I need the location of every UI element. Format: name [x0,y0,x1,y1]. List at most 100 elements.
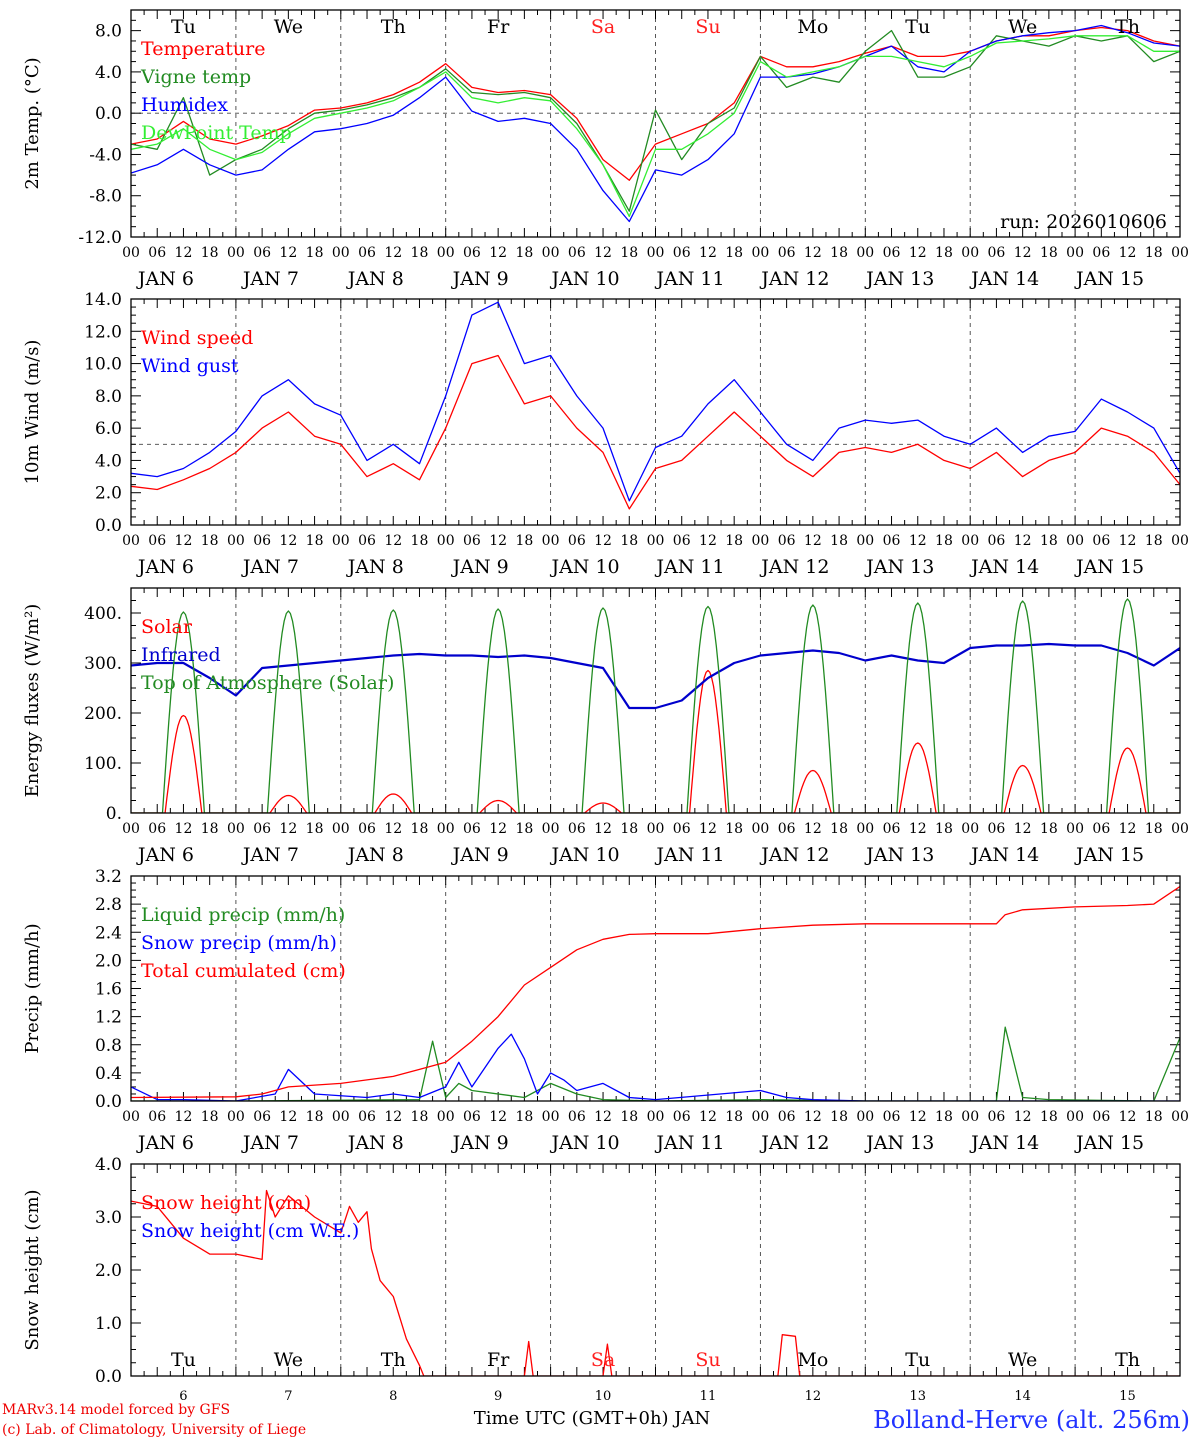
hour-tick-label: 06 [883,533,901,549]
legend-entry: Total cumulated (cm) [141,960,346,982]
hour-tick-label: 12 [1014,1109,1032,1125]
hour-tick-label: 12 [384,533,402,549]
hour-tick-label: 18 [1145,533,1163,549]
station-label: Bolland-Herve (alt. 256m) [873,1406,1190,1434]
hour-tick-label: 06 [253,1109,271,1125]
hour-tick-label: 18 [620,1109,638,1125]
y-tick-label: -4.0 [89,145,122,165]
y-tick-label: 8.0 [95,22,122,42]
panel-snow: 0.0 1.0 2.0 3.0 4.0 Snow height (cm) Snow heig… [22,1155,1181,1404]
hour-tick-label: 12 [279,245,297,261]
hour-tick-label: 00 [751,1109,769,1125]
legend-entry: Humidex [141,94,228,116]
legend-entry: Snow precip (mm/h) [141,932,337,954]
y-tick-label: 4.0 [95,63,122,83]
hour-tick-label: 12 [279,533,297,549]
y-tick-label: 3.2 [95,867,122,887]
hour-tick-label: 12 [1119,245,1137,261]
hour-tick-label: 12 [175,533,193,549]
series-line-temperature-1 [131,29,1180,212]
hour-tick-label: 12 [384,1109,402,1125]
hour-tick-label: 12 [175,1109,193,1125]
hour-tick-label: 00 [227,821,245,837]
weekday-label: Su [695,1349,720,1371]
hour-tick-label: 12 [699,533,717,549]
hour-tick-label: 06 [148,821,166,837]
y-axis-title: 2m Temp. (°C) [22,57,43,189]
hour-tick-label: 06 [988,1109,1006,1125]
hour-tick-label: 00 [961,245,979,261]
y-axis-title: 10m Wind (m/s) [22,340,43,485]
day-label: JAN 15 [1074,1132,1144,1154]
hour-tick-label: 12 [489,821,507,837]
hour-tick-label: 18 [1145,821,1163,837]
hour-tick-label: 06 [253,245,271,261]
day-label: JAN 9 [451,844,509,866]
weekday-label: Th [381,1349,406,1371]
day-label: JAN 12 [759,268,829,290]
hour-tick-label: 18 [830,245,848,261]
hour-tick-label: 18 [725,821,743,837]
hour-tick-label: 18 [830,1109,848,1125]
hour-tick-label: 00 [1171,245,1189,261]
y-axis-title: Snow height (cm) [22,1189,43,1350]
legend-entry: Snow height (cm) [141,1192,311,1214]
hour-tick-label: 18 [620,533,638,549]
model-credit: MARv3.14 model forced by GFS [2,1402,230,1418]
weekday-label: Fr [487,16,510,38]
panel-precip: 0.0 0.4 0.8 1.2 1.6 2.0 2.4 2.8 3.2 Precip (mm/h)… [22,867,1189,1154]
hour-tick-label: 00 [856,1109,874,1125]
hour-tick-label: 12 [804,245,822,261]
hour-tick-label: 18 [620,245,638,261]
hour-tick-label: 06 [673,245,691,261]
hour-tick-label: 18 [306,533,324,549]
y-tick-label: 2.4 [95,923,122,943]
y-tick-label: 300. [84,654,122,674]
hour-tick-label: 06 [673,821,691,837]
hour-tick-label: 06 [253,821,271,837]
y-tick-label: 1.0 [95,1314,122,1334]
hour-tick-label: 06 [988,821,1006,837]
hour-tick-label: 00 [542,245,560,261]
day-label: JAN 14 [969,1132,1039,1154]
day-number-label: 13 [909,1389,926,1404]
day-label: JAN 12 [759,1132,829,1154]
y-tick-label: -8.0 [89,187,122,207]
day-number-label: 7 [284,1389,292,1404]
hour-tick-label: 18 [1040,533,1058,549]
series-line-energy-1 [131,642,1180,710]
hour-tick-label: 12 [279,821,297,837]
weekday-label: Mo [797,16,828,38]
hour-tick-label: 18 [515,533,533,549]
x-axis-title: Time UTC (GMT+0h) JAN [474,1408,711,1429]
hour-tick-label: 06 [148,533,166,549]
day-label: JAN 10 [549,268,619,290]
hour-tick-label: 12 [279,1109,297,1125]
day-label: JAN 15 [1074,556,1144,578]
hour-tick-label: 12 [1014,245,1032,261]
weekday-label: We [274,1349,303,1371]
legend-entry: Solar [141,616,193,638]
hour-tick-label: 18 [935,821,953,837]
hour-tick-label: 18 [411,821,429,837]
hour-tick-label: 18 [830,533,848,549]
hour-tick-label: 00 [1171,533,1189,549]
weekday-label: Th [381,16,406,38]
day-label: JAN 9 [451,1132,509,1154]
panel-energy: 0. 100. 200. 300. 400. Energy fluxes (W/m²) So… [22,587,1189,866]
hour-tick-label: 18 [306,821,324,837]
hour-tick-label: 18 [935,533,953,549]
hour-tick-label: 12 [1014,533,1032,549]
hour-tick-label: 00 [227,533,245,549]
hour-tick-label: 18 [515,821,533,837]
hour-tick-label: 12 [909,533,927,549]
series-line-temperature-2 [131,24,1180,223]
y-tick-label: 0.0 [95,104,122,124]
panel-frame [130,298,1181,526]
y-tick-label: 0.8 [95,1036,122,1056]
hour-tick-label: 00 [961,1109,979,1125]
run-label: run: 2026010606 [1000,211,1167,233]
hour-tick-label: 06 [463,533,481,549]
hour-tick-label: 18 [1145,245,1163,261]
